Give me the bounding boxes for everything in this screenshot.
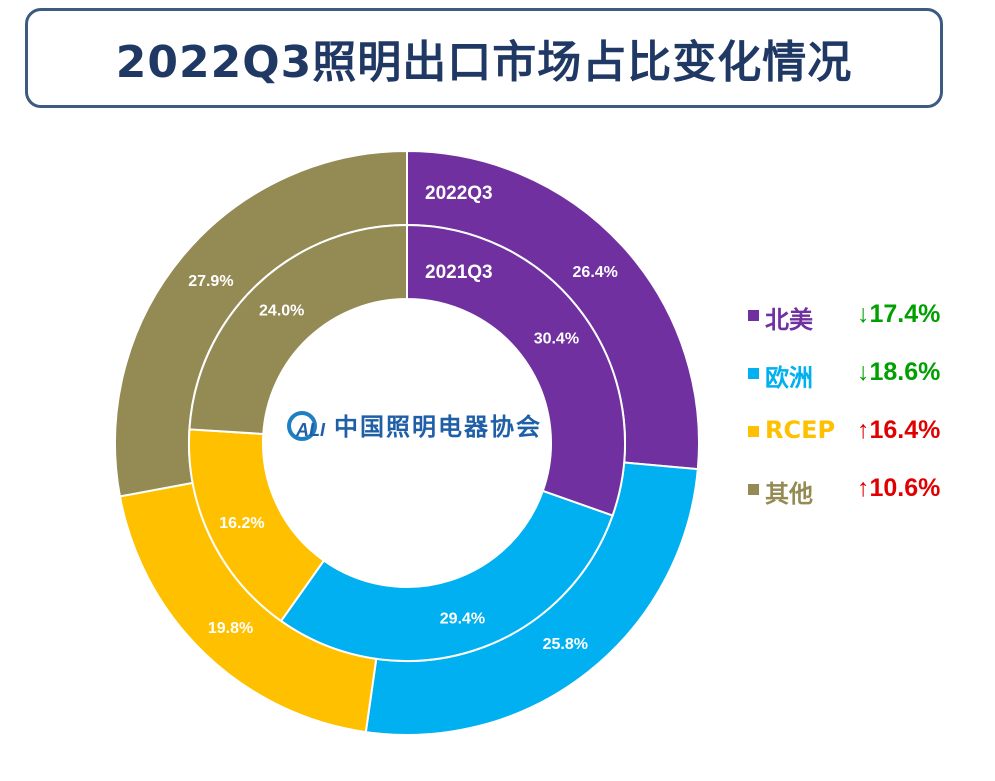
arrow-up-icon: ↑ <box>857 474 870 502</box>
arrow-down-icon: ↓ <box>857 300 870 328</box>
legend-label: 欧洲 <box>765 364 813 392</box>
logo-mark-text: ALI <box>295 420 326 440</box>
legend-label: RCEP <box>765 416 836 444</box>
data-label-outer-1: 25.8% <box>543 636 588 653</box>
legend-change: ↓17.4% <box>857 300 940 329</box>
legend-item-north-america: 北美 ↓17.4% <box>745 300 975 336</box>
legend-change: ↑16.4% <box>857 416 940 445</box>
data-label-outer-0: 26.4% <box>573 264 618 281</box>
logo-circle-icon <box>287 411 317 441</box>
donut-slice-inner-0 <box>406 223 626 517</box>
legend-swatch <box>748 484 759 495</box>
data-label-outer-3: 27.9% <box>188 273 233 290</box>
donut-slice-inner-1 <box>279 489 614 662</box>
rings-group <box>114 149 700 736</box>
chart-title: 2022Q3照明出口市场占比变化情况 <box>115 37 853 88</box>
ring-label-2022q3: 2022Q3 <box>425 183 493 204</box>
legend-swatch <box>748 310 759 321</box>
legend-item-rcep: RCEP ↑16.4% <box>745 416 975 452</box>
donut-slice-inner-3 <box>188 223 408 436</box>
change-value: 16.4% <box>869 416 941 444</box>
data-label-inner-0: 30.4% <box>534 330 579 347</box>
association-logo: ALI 中国照明电器协会 <box>287 411 542 441</box>
legend-swatch <box>748 368 759 379</box>
data-label-inner-3: 24.0% <box>259 303 304 320</box>
legend-label: 北美 <box>765 306 813 334</box>
legend-label: 其他 <box>765 480 813 508</box>
ring-labels-group: 2022Q3 2021Q3 <box>425 183 493 283</box>
change-value: 18.6% <box>869 358 941 386</box>
data-label-inner-2: 16.2% <box>219 515 264 532</box>
arrow-down-icon: ↓ <box>857 358 870 386</box>
ring-label-2021q3: 2021Q3 <box>425 262 493 283</box>
value-labels-group: 26.4% 25.8% 19.8% 27.9% 30.4% 29.4% 16.2% 24.0% <box>188 264 618 653</box>
arrow-up-icon: ↑ <box>857 416 870 444</box>
change-value: 10.6% <box>869 474 941 502</box>
legend-change: ↓18.6% <box>857 358 940 387</box>
data-label-inner-1: 29.4% <box>440 610 485 627</box>
legend-item-europe: 欧洲 ↓18.6% <box>745 358 975 394</box>
legend-change: ↑10.6% <box>857 474 940 503</box>
data-label-outer-2: 19.8% <box>208 620 253 637</box>
title-box: 2022Q3照明出口市场占比变化情况 <box>25 8 943 108</box>
logo-name: 中国照明电器协会 <box>334 413 542 441</box>
legend-swatch <box>748 426 759 437</box>
change-value: 17.4% <box>869 300 941 328</box>
legend-item-other: 其他 ↑10.6% <box>745 474 975 510</box>
